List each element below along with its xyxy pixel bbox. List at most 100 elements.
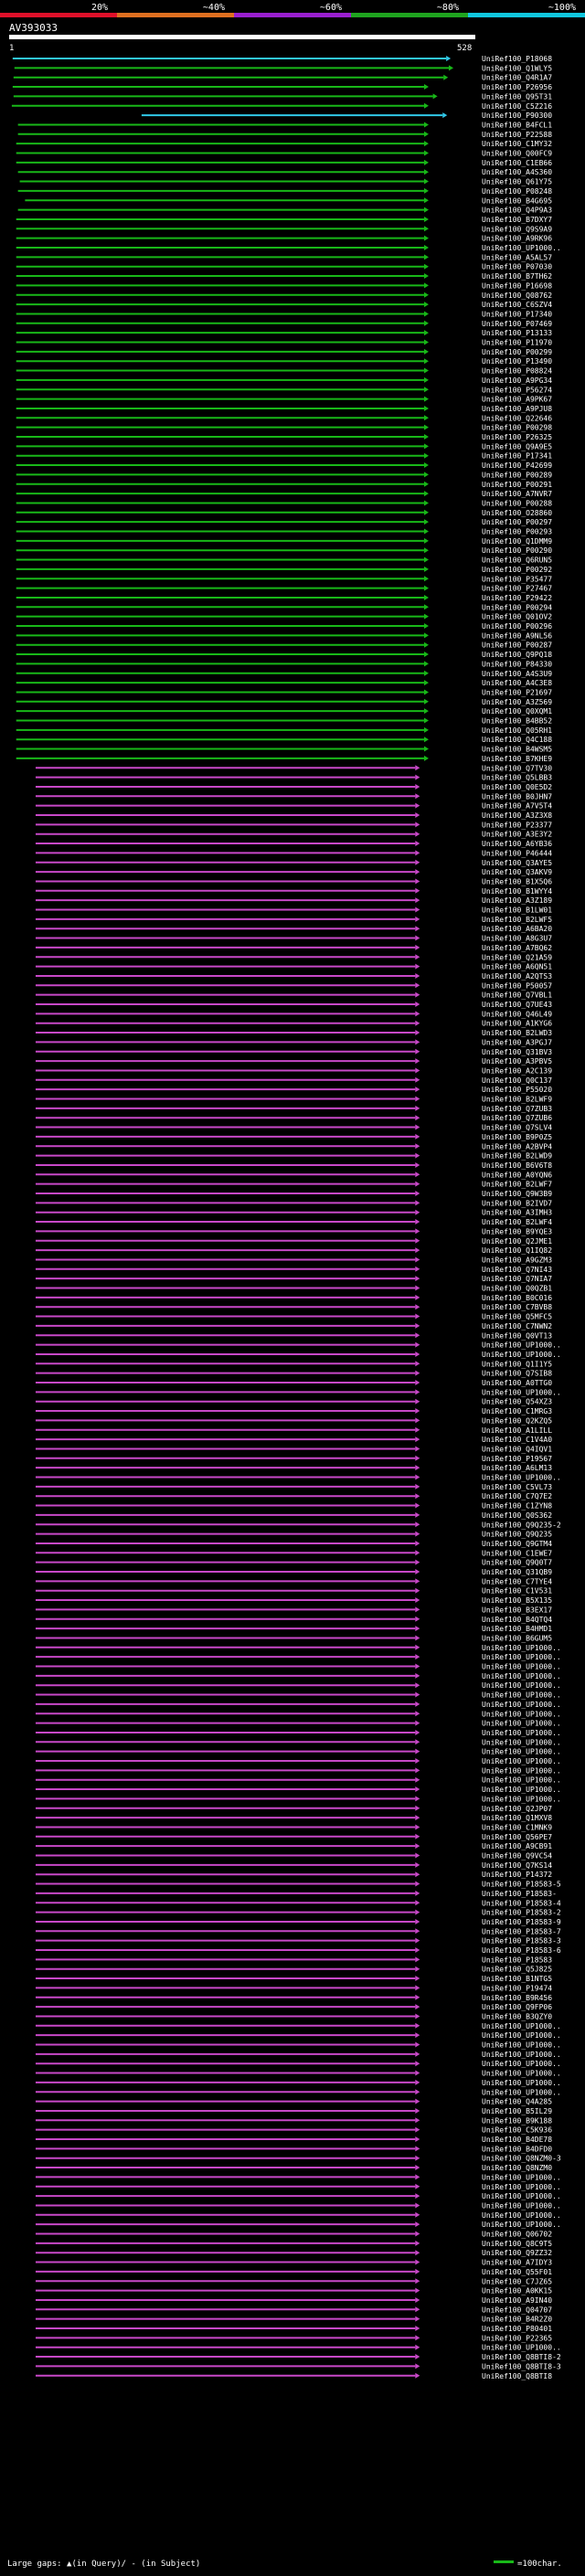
hit-label[interactable]: UniRef100_P18583-2 (482, 1909, 561, 1917)
hit-label[interactable]: UniRef100_UP1000.. (482, 1757, 561, 1765)
hit-label[interactable]: UniRef100_Q7ZUB3 (482, 1105, 552, 1113)
hit-label[interactable]: UniRef100_P21697 (482, 688, 552, 696)
hit-label[interactable]: UniRef100_Q21A59 (482, 953, 552, 961)
hit-label[interactable]: UniRef100_C5Z216 (482, 102, 552, 111)
hit-label[interactable]: UniRef100_Q7ZUB6 (482, 1114, 552, 1122)
hit-label[interactable]: UniRef100_Q3AKV9 (482, 868, 552, 876)
hit-label[interactable]: UniRef100_A9CB91 (482, 1842, 552, 1850)
hit-label[interactable]: UniRef100_UP1000.. (482, 1644, 561, 1652)
hit-label[interactable]: UniRef100_C1MNK9 (482, 1823, 552, 1831)
hit-label[interactable]: UniRef100_Q9W3B9 (482, 1190, 552, 1198)
hit-label[interactable]: UniRef100_B4DE78 (482, 2136, 552, 2144)
hit-label[interactable]: UniRef100_P11970 (482, 339, 552, 347)
hit-label[interactable]: UniRef100_P22588 (482, 131, 552, 139)
hit-label[interactable]: UniRef100_Q6RUN5 (482, 557, 552, 565)
hit-label[interactable]: UniRef100_Q4IQV1 (482, 1445, 552, 1453)
hit-label[interactable]: UniRef100_P42699 (482, 461, 552, 470)
hit-label[interactable]: UniRef100_Q7VBL1 (482, 991, 552, 1000)
hit-label[interactable]: UniRef100_Q7TV30 (482, 764, 552, 772)
hit-label[interactable]: UniRef100_B5IL29 (482, 2107, 552, 2115)
hit-label[interactable]: UniRef100_UP1000.. (482, 1388, 561, 1396)
hit-label[interactable]: UniRef100_Q8BTI8-2 (482, 2353, 561, 2361)
hit-label[interactable]: UniRef100_P80401 (482, 2325, 552, 2333)
hit-label[interactable]: UniRef100_Q1WLY5 (482, 64, 552, 72)
hit-label[interactable]: UniRef100_B4HMD1 (482, 1625, 552, 1633)
hit-label[interactable]: UniRef100_P00297 (482, 518, 552, 526)
hit-label[interactable]: UniRef100_Q22646 (482, 414, 552, 422)
hit-label[interactable]: UniRef100_P19567 (482, 1455, 552, 1463)
hit-label[interactable]: UniRef100_P17340 (482, 310, 552, 318)
hit-label[interactable]: UniRef100_Q31BV3 (482, 1048, 552, 1056)
hit-label[interactable]: UniRef100_Q9Q235 (482, 1531, 552, 1539)
hit-label[interactable]: UniRef100_Q7KS14 (482, 1861, 552, 1870)
hit-label[interactable]: UniRef100_A0TTG0 (482, 1379, 552, 1387)
hit-label[interactable]: UniRef100_P00298 (482, 424, 552, 432)
hit-label[interactable]: UniRef100_Q1MXV8 (482, 1814, 552, 1822)
hit-label[interactable]: UniRef100_A9RK96 (482, 235, 552, 243)
hit-label[interactable]: UniRef100_B7KHE9 (482, 755, 552, 763)
hit-label[interactable]: UniRef100_Q5J825 (482, 1966, 552, 1974)
hit-label[interactable]: UniRef100_P18583-9 (482, 1918, 561, 1926)
hit-label[interactable]: UniRef100_P00299 (482, 348, 552, 356)
hit-label[interactable]: UniRef100_P35477 (482, 575, 552, 583)
hit-label[interactable]: UniRef100_UP1000.. (482, 1738, 561, 1746)
hit-label[interactable]: UniRef100_C7BVB8 (482, 1303, 552, 1311)
hit-label[interactable]: UniRef100_P26325 (482, 433, 552, 441)
hit-label[interactable]: UniRef100_A3PGJ7 (482, 1038, 552, 1046)
hit-label[interactable]: UniRef100_P18583-3 (482, 1937, 561, 1945)
hit-label[interactable]: UniRef100_Q08762 (482, 292, 552, 300)
hit-label[interactable]: UniRef100_UP1000.. (482, 1720, 561, 1728)
hit-label[interactable]: UniRef100_A1LILL (482, 1426, 552, 1435)
hit-label[interactable]: UniRef100_A9NL56 (482, 631, 552, 640)
hit-label[interactable]: UniRef100_Q7NIA7 (482, 1275, 552, 1283)
hit-label[interactable]: UniRef100_B6GUM5 (482, 1634, 552, 1642)
hit-label[interactable]: UniRef100_O28860 (482, 509, 552, 517)
hit-label[interactable]: UniRef100_Q7SIB8 (482, 1370, 552, 1378)
hit-label[interactable]: UniRef100_Q5MFC5 (482, 1313, 552, 1321)
hit-label[interactable]: UniRef100_B1LW01 (482, 906, 552, 915)
hit-label[interactable]: UniRef100_C1ZYN8 (482, 1502, 552, 1511)
hit-label[interactable]: UniRef100_UP1000.. (482, 1672, 561, 1680)
hit-label[interactable]: UniRef100_UP1000.. (482, 2221, 561, 2229)
hit-label[interactable]: UniRef100_B5X135 (482, 1596, 552, 1605)
hit-label[interactable]: UniRef100_Q1IQ82 (482, 1246, 552, 1255)
hit-label[interactable]: UniRef100_Q7UE43 (482, 1001, 552, 1009)
hit-label[interactable]: UniRef100_P18583-5 (482, 1881, 561, 1889)
hit-label[interactable]: UniRef100_Q0C137 (482, 1076, 552, 1085)
hit-label[interactable]: UniRef100_Q7NI43 (482, 1266, 552, 1274)
hit-label[interactable]: UniRef100_B0C016 (482, 1294, 552, 1302)
hit-label[interactable]: UniRef100_A9PJU8 (482, 405, 552, 413)
hit-label[interactable]: UniRef100_A4C3E8 (482, 679, 552, 687)
hit-label[interactable]: UniRef100_UP1000.. (482, 1786, 561, 1794)
hit-label[interactable]: UniRef100_UP1000.. (482, 2183, 561, 2191)
hit-label[interactable]: UniRef100_Q55F01 (482, 2268, 552, 2276)
hit-label[interactable]: UniRef100_Q0VT13 (482, 1331, 552, 1340)
hit-label[interactable]: UniRef100_P55020 (482, 1086, 552, 1094)
hit-label[interactable]: UniRef100_B7TH62 (482, 272, 552, 281)
hit-label[interactable]: UniRef100_Q8BTI8-3 (482, 2362, 561, 2370)
hit-label[interactable]: UniRef100_Q3AYE5 (482, 859, 552, 867)
hit-label[interactable]: UniRef100_UP1000.. (482, 2344, 561, 2352)
hit-label[interactable]: UniRef100_B3QZY0 (482, 2012, 552, 2020)
hit-label[interactable]: UniRef100_Q8BTI8 (482, 2372, 552, 2380)
hit-label[interactable]: UniRef100_UP1000.. (482, 2051, 561, 2059)
hit-label[interactable]: UniRef100_Q9Q0T7 (482, 1559, 552, 1567)
hit-label[interactable]: UniRef100_A7NVR7 (482, 490, 552, 498)
hit-label[interactable]: UniRef100_A6LM13 (482, 1464, 552, 1472)
hit-label[interactable]: UniRef100_P27467 (482, 585, 552, 593)
hit-label[interactable]: UniRef100_A3Z3X8 (482, 811, 552, 820)
hit-label[interactable]: UniRef100_UP1000.. (482, 1341, 561, 1350)
hit-label[interactable]: UniRef100_Q4A285 (482, 2098, 552, 2106)
hit-label[interactable]: UniRef100_A5AL57 (482, 253, 552, 261)
hit-label[interactable]: UniRef100_B2LWF5 (482, 916, 552, 924)
hit-label[interactable]: UniRef100_UP1000.. (482, 2022, 561, 2030)
hit-label[interactable]: UniRef100_P07030 (482, 263, 552, 271)
hit-label[interactable]: UniRef100_UP1000.. (482, 1748, 561, 1756)
hit-label[interactable]: UniRef100_A3PBV5 (482, 1057, 552, 1065)
hit-label[interactable]: UniRef100_Q0QZB1 (482, 1285, 552, 1293)
hit-label[interactable]: UniRef100_B4QTQ4 (482, 1616, 552, 1624)
hit-label[interactable]: UniRef100_A9PG34 (482, 376, 552, 385)
hit-label[interactable]: UniRef100_UP1000.. (482, 1653, 561, 1661)
hit-label[interactable]: UniRef100_C7TYE4 (482, 1577, 552, 1585)
hit-label[interactable]: UniRef100_A0KK15 (482, 2287, 552, 2295)
